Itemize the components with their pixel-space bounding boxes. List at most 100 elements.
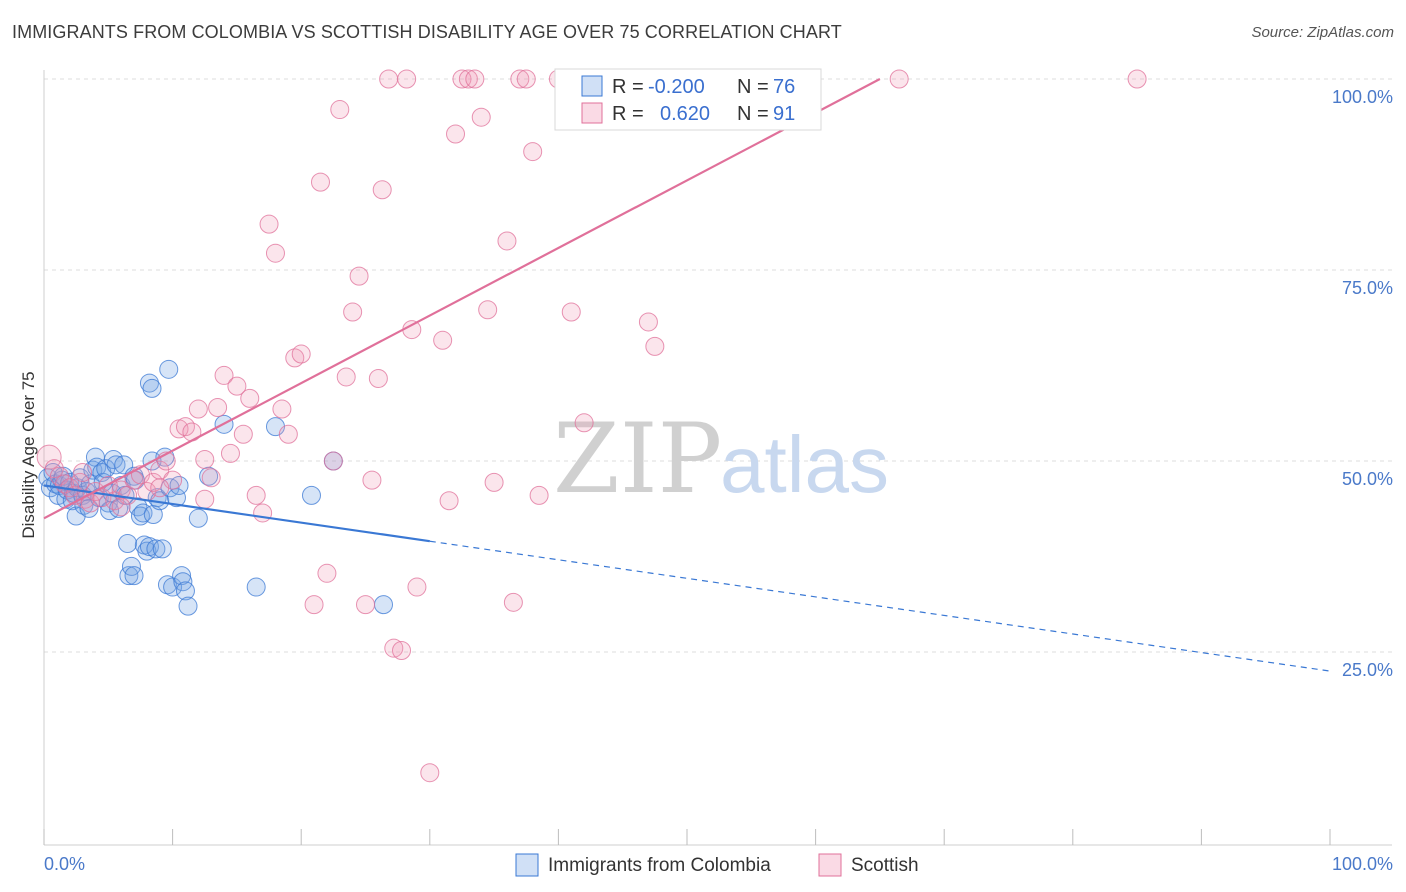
- legend-n-value-1: 76: [773, 76, 795, 98]
- legend-swatch-blue: [581, 75, 603, 97]
- colombia-point-72: [142, 378, 162, 398]
- bottom-legend-swatch-blue: [515, 853, 539, 877]
- scottish-point-69: [484, 472, 504, 492]
- x-tick-label-1: 100.0%: [1332, 854, 1393, 874]
- scottish-point-41: [291, 344, 311, 364]
- scottish-point-33: [240, 388, 260, 408]
- scottish-point-0: [36, 444, 62, 470]
- scottish-point-34: [246, 485, 266, 505]
- scottish-point-45: [323, 451, 343, 471]
- colombia-point-55: [157, 575, 177, 595]
- legend: R = -0.200 N = 76 R = 0.620 N = 91: [554, 68, 822, 131]
- legend-r-value-1: -0.200: [648, 76, 705, 98]
- colombia-point-73: [159, 359, 179, 379]
- colombia-point-63: [178, 596, 198, 616]
- scottish-point-88: [150, 478, 170, 498]
- colombia-point-32: [106, 455, 126, 475]
- scottish-trend-line: [43, 78, 881, 520]
- scottish-point-74: [523, 142, 543, 162]
- scottish-point-49: [349, 266, 369, 286]
- scottish-point-59: [407, 577, 427, 597]
- legend-r-value-2: 0.620: [660, 103, 710, 125]
- scottish-point-48: [343, 302, 363, 322]
- colombia-point-69: [301, 485, 321, 505]
- colombia-point-60: [172, 566, 192, 586]
- legend-n-label-2: N =: [737, 103, 769, 125]
- scottish-point-75: [529, 485, 549, 505]
- colombia-point-67: [246, 577, 266, 597]
- scottish-point-86: [1127, 69, 1147, 89]
- scottish-point-68: [478, 300, 498, 320]
- colombia-point-59: [169, 475, 189, 495]
- bottom-legend-swatch-pink: [818, 853, 842, 877]
- scottish-point-35: [253, 503, 273, 523]
- scottish-point-58: [402, 320, 422, 340]
- scottish-point-73: [516, 69, 536, 89]
- scottish-point-66: [465, 69, 485, 89]
- colombia-trend-line: [43, 484, 430, 543]
- bottom-legend-label-colombia: Immigrants from Colombia: [548, 855, 771, 876]
- legend-r-label-2: R =: [612, 103, 644, 125]
- trend-lines: [43, 78, 1331, 672]
- watermark-atlas: atlas: [720, 420, 889, 509]
- y-tick-label-1: 50.0%: [1342, 469, 1393, 489]
- scottish-point-62: [439, 491, 459, 511]
- scottish-point-39: [278, 424, 298, 444]
- bottom-legend-label-scottish: Scottish: [851, 855, 919, 876]
- scottish-point-56: [392, 640, 412, 660]
- scottish-point-47: [336, 367, 356, 387]
- bottom-legend: Immigrants from Colombia Scottish: [515, 853, 919, 877]
- scottish-point-81: [638, 312, 658, 332]
- colombia-point-61: [173, 572, 193, 592]
- colombia-point-50: [146, 539, 166, 559]
- legend-r-label-1: R =: [612, 76, 644, 98]
- scottish-point-60: [420, 763, 440, 783]
- scottish-point-82: [645, 336, 665, 356]
- colombia-point-31: [103, 449, 123, 469]
- scottish-point-44: [317, 563, 337, 583]
- y-tick-label-2: 75.0%: [1342, 278, 1393, 298]
- scottish-point-55: [384, 638, 404, 658]
- scottish-point-26: [195, 449, 215, 469]
- colombia-point-71: [139, 373, 159, 393]
- scottish-point-38: [272, 399, 292, 419]
- scottish-point-27: [201, 468, 221, 488]
- scottish-point-89: [111, 497, 131, 517]
- axes: [43, 70, 1392, 846]
- legend-n-label-1: N =: [737, 76, 769, 98]
- scottish-point-32: [233, 424, 253, 444]
- scottish-point-78: [574, 413, 594, 433]
- x-tick-labels: 0.0% 100.0%: [44, 854, 1393, 874]
- x-tick-label-0: 0.0%: [44, 854, 85, 874]
- y-tick-label-0: 25.0%: [1342, 660, 1393, 680]
- scottish-point-28: [208, 398, 228, 418]
- legend-n-value-2: 91: [773, 103, 795, 125]
- watermark-zip: ZIP: [553, 403, 722, 515]
- scottish-point-53: [372, 180, 392, 200]
- scottish-point-18: [143, 472, 163, 492]
- grid-lines: [44, 78, 1392, 653]
- scottish-point-50: [356, 595, 375, 615]
- colombia-point-38: [119, 566, 139, 586]
- y-tick-labels: 25.0% 50.0% 75.0% 100.0%: [1332, 87, 1393, 680]
- scottish-point-43: [310, 172, 330, 192]
- scottish-point-70: [497, 231, 517, 251]
- scottish-point-85: [889, 69, 909, 89]
- chart-source: Source: ZipAtlas.com: [1251, 24, 1394, 41]
- scottish-point-71: [503, 592, 523, 612]
- scottish-point-72: [510, 69, 530, 89]
- scottish-point-61: [433, 330, 453, 350]
- scottish-point-77: [561, 302, 581, 322]
- scottish-point-37: [265, 243, 285, 263]
- scottish-point-54: [379, 69, 399, 89]
- scottish-point-30: [220, 443, 240, 463]
- legend-box: [554, 68, 822, 131]
- scottish-point-42: [304, 595, 324, 615]
- scottish-point-52: [368, 368, 388, 388]
- colombia-point-37: [118, 534, 138, 554]
- scottish-point-36: [259, 214, 279, 234]
- chart-title: IMMIGRANTS FROM COLOMBIA VS SCOTTISH DIS…: [12, 22, 842, 42]
- scottish-point-46: [330, 100, 350, 120]
- scottish-point-29: [214, 365, 234, 385]
